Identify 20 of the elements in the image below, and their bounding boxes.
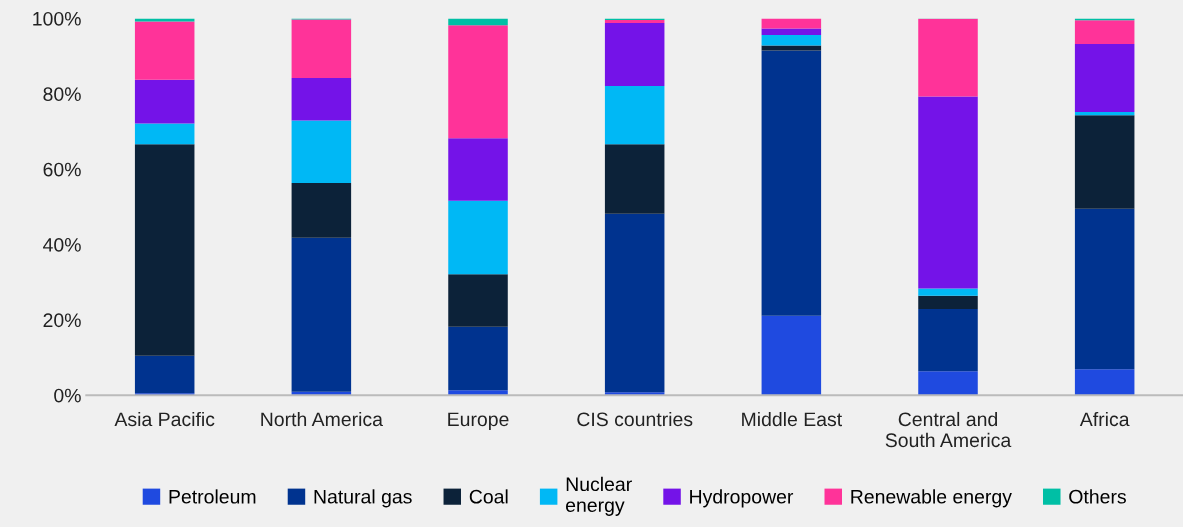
x-tick-label: CIS countries: [577, 411, 693, 427]
x-tick-label: Middle East: [742, 411, 842, 427]
y-tick-label: 40%: [43, 238, 81, 252]
legend-label: Others: [1069, 489, 1126, 504]
y-tick-label: 100%: [33, 11, 81, 26]
y-tick-label: 0%: [54, 388, 81, 403]
x-tick-label: Europe: [448, 412, 509, 431]
x-tick-label: Central and South America: [885, 411, 1012, 448]
legend-label: Hydropower: [690, 489, 794, 508]
legend-label: Nuclear energy: [566, 476, 632, 516]
legend-label: Coal: [469, 489, 508, 504]
legend-label: Petroleum: [169, 489, 256, 504]
x-tick-label: Asia Pacific: [114, 411, 215, 427]
x-tick-label: North America: [261, 411, 383, 427]
y-tick-label: 60%: [43, 162, 81, 177]
y-tick-label: 80%: [43, 87, 81, 102]
legend-label: Natural gas: [314, 489, 412, 508]
legend-label: Renewable energy: [851, 489, 1012, 508]
x-tick-label: Africa: [1079, 411, 1130, 427]
y-tick-label: 20%: [43, 313, 81, 328]
